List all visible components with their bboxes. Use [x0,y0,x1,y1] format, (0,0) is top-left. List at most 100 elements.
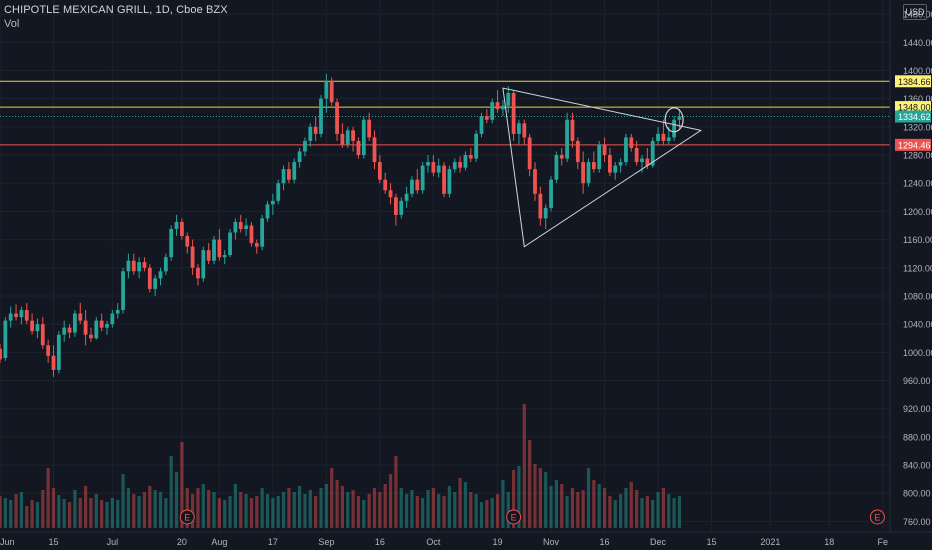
candle-body [163,257,168,272]
earnings-marker[interactable]: E [506,509,522,525]
candle-body [586,162,591,184]
earnings-marker[interactable]: E [869,509,885,525]
candle-body [474,133,479,159]
volume-indicator-label[interactable]: Vol [4,18,20,30]
volume-bar [410,490,414,528]
price-tick-label: 840.00 [903,461,931,471]
volume-bar [619,494,623,528]
volume-bar [495,494,500,528]
volume-bar [212,492,216,528]
candle-body [158,271,163,279]
candle-body [404,193,409,201]
triangle-pattern-drawing[interactable] [502,87,703,248]
volume-bar [201,484,205,528]
time-tick-label: 17 [268,537,278,547]
candle-body [356,140,361,156]
candle-body [238,221,243,230]
candle-body [217,239,222,258]
volume-bar [405,494,409,528]
volume-bar [474,494,478,528]
volume-bar [51,488,56,528]
volume-bar [153,490,157,528]
volume-bar [217,498,221,528]
volume-bar [298,486,302,528]
volume-bar [335,480,339,528]
volume-bar [46,468,50,528]
candle-body [506,93,511,106]
candle-body [575,140,580,163]
candle-body [287,169,291,180]
volume-bar [244,494,248,528]
candle-body [479,116,484,134]
price-tick-label: 1120.00 [903,263,932,273]
volume-bar [533,464,537,528]
price-tick-label: 760.00 [903,517,931,527]
price-axis[interactable]: 760.00 800.00 840.00 880.00 920.00 960.00 1000… [889,0,932,550]
volume-bar [544,472,548,528]
candle-body [313,126,318,134]
candle-body [319,98,323,134]
candle-body [222,255,227,258]
candle-body [677,116,682,120]
horizontal-levels[interactable] [0,80,890,146]
volume-bar [640,498,644,528]
volume-bar [158,492,163,528]
candle-body [73,313,77,333]
time-axis[interactable]: Jun 15 Jul 20 Aug 17 Sep 16 Oct 19 Nov 16 Dec 15 2021 1… [0,531,932,550]
volume-bar [30,500,34,528]
time-tick-label: 15 [48,537,58,547]
volume-bar [89,498,93,528]
candle-body [436,165,441,173]
price-tick-label: 1040.00 [903,320,932,330]
volume-bar [677,496,682,528]
earnings-marker-label: E [874,513,880,523]
volume-bar [512,470,516,528]
volume-bar [281,492,286,528]
currency-button[interactable]: USD [903,4,927,20]
volume-bar [421,498,425,528]
volume-bar [14,494,18,528]
volume-bar [308,490,312,528]
candle-body [46,345,51,356]
candle-body [51,355,56,370]
volume-bar [394,456,398,528]
volume-bar [453,492,457,528]
earnings-marker-label: E [511,513,517,523]
candle-body [394,197,398,215]
candle-body [329,81,334,103]
candle-body [206,250,211,261]
candle-body [426,162,430,166]
earnings-marker[interactable]: E [179,509,195,525]
volume-bar [239,492,243,528]
candle-body [67,327,72,333]
candle-body [169,229,174,258]
volume-bar [126,488,130,528]
volume-bar [570,488,575,528]
candle-body [110,313,115,325]
candle-body [233,221,238,233]
volume-bar [581,490,585,528]
candle-body [180,221,184,237]
time-tick-label: Fe [877,537,888,547]
price-tick-label: 920.00 [903,404,931,414]
volume-bar [624,488,628,528]
volume-bar [121,474,125,528]
volume-bar [560,484,564,528]
earnings-marker-circle [179,509,195,525]
candle-body [265,204,270,219]
volume-bar [426,490,430,528]
time-tick-label: Nov [543,537,560,547]
time-tick-label: Jul [107,537,119,547]
time-tick-label: Oct [426,537,441,547]
candle-body [559,155,564,159]
candle-body [549,179,553,208]
volume-bar [645,496,649,528]
candle-body [543,207,548,219]
last-price-label: 1334.62 [898,112,931,122]
volume-bar [538,468,542,528]
candle-body [501,105,505,110]
candle-body [281,169,286,184]
volume-bar [565,496,569,528]
